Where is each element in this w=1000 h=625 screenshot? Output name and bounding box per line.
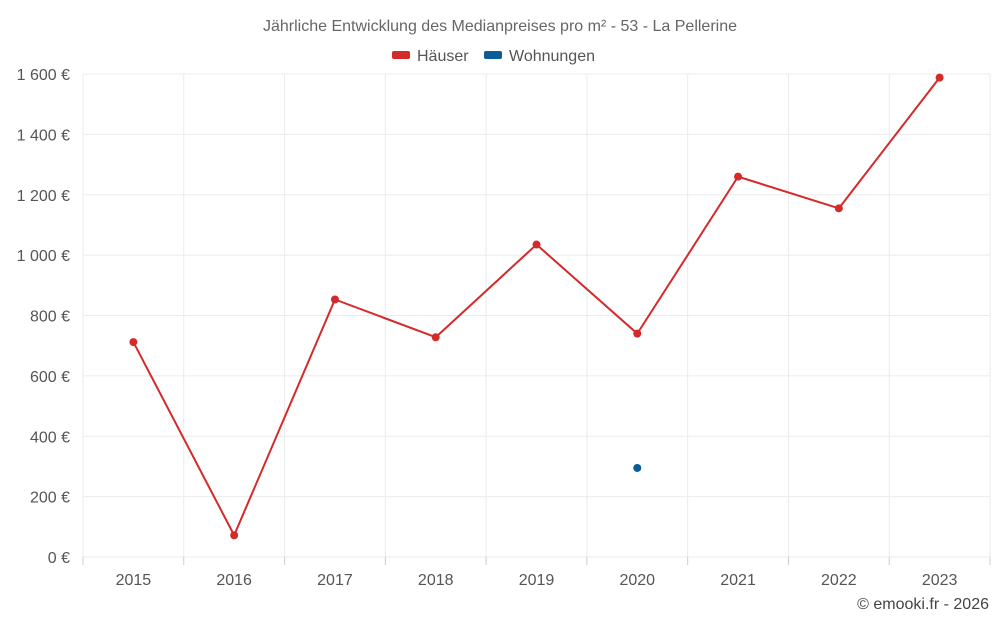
data-point[interactable] [330, 295, 339, 304]
series-line [132, 77, 941, 537]
data-point[interactable] [935, 73, 944, 82]
data-point[interactable] [633, 463, 642, 472]
series-layer [129, 73, 944, 540]
x-tick-label: 2019 [519, 572, 555, 589]
legend-item-apartments[interactable]: Wohnungen [484, 48, 595, 65]
x-axis-ticks: 2015 2016 2017 2018 2019 2020 2021 2022 2023 [82, 557, 991, 589]
y-tick-label: 800 € [30, 309, 70, 326]
x-tick-label: 2018 [418, 572, 454, 589]
legend-label-houses: Häuser [417, 48, 469, 65]
data-point[interactable] [834, 204, 843, 213]
data-point[interactable] [734, 172, 743, 181]
x-tick-label: 2016 [216, 572, 252, 589]
y-tick-label: 200 € [30, 490, 70, 507]
y-tick-label: 600 € [30, 369, 70, 386]
y-axis-ticks: 0 € 200 € 400 € 600 € 800 € 1 000 € 1 200 € 1 4… [17, 67, 70, 567]
legend-swatch-houses [392, 51, 410, 59]
legend-label-apartments: Wohnungen [509, 48, 595, 65]
legend-swatch-apartments [484, 51, 502, 59]
legend-item-houses[interactable]: Häuser [392, 48, 469, 65]
copyright-credit: © emooki.fr - 2026 [857, 596, 989, 613]
legend[interactable]: Häuser Wohnungen [392, 48, 595, 65]
data-point[interactable] [633, 329, 642, 338]
grid-horizontal [83, 73, 990, 558]
data-point[interactable] [532, 240, 541, 249]
series-1 [633, 463, 642, 472]
data-point[interactable] [230, 531, 239, 540]
y-tick-label: 1 200 € [17, 188, 70, 205]
y-tick-label: 1 600 € [17, 67, 70, 84]
series-0 [129, 73, 944, 540]
data-point[interactable] [129, 338, 138, 347]
x-tick-label: 2015 [116, 572, 152, 589]
y-tick-label: 1 400 € [17, 127, 70, 144]
chart-title: Jährliche Entwicklung des Medianpreises … [263, 18, 737, 35]
x-tick-label: 2017 [317, 572, 353, 589]
x-tick-label: 2022 [821, 572, 857, 589]
data-point[interactable] [431, 333, 440, 342]
x-tick-label: 2021 [720, 572, 756, 589]
y-tick-label: 0 € [48, 550, 70, 567]
x-tick-label: 2023 [922, 572, 958, 589]
x-tick-label: 2020 [619, 572, 655, 589]
y-tick-label: 1 000 € [17, 248, 70, 265]
y-tick-label: 400 € [30, 429, 70, 446]
